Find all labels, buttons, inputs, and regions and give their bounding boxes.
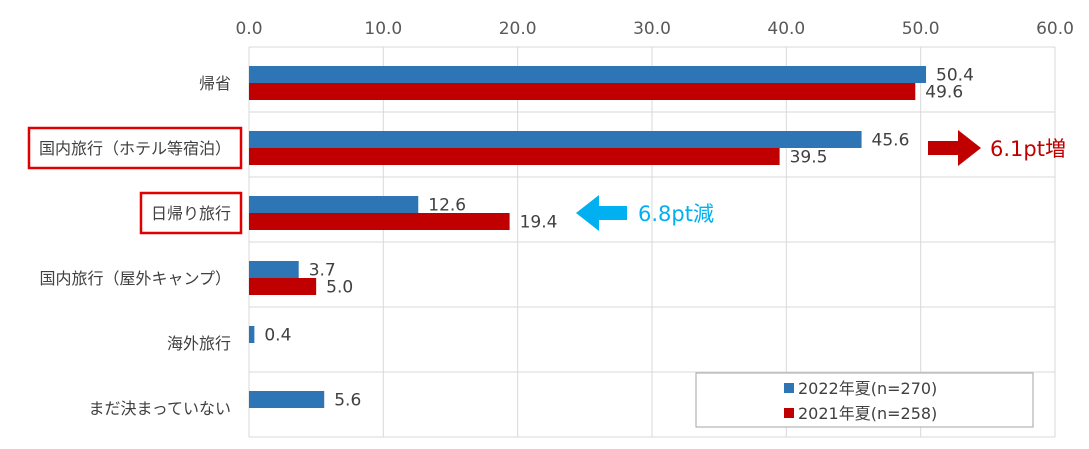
data-label: 39.5 xyxy=(790,148,828,168)
category-label: 国内旅行（ホテル等宿泊） xyxy=(39,139,231,158)
annotations: 6.1pt増 6.8pt減 xyxy=(576,130,1066,231)
left-arrow-icon xyxy=(576,195,627,231)
data-label: 5.6 xyxy=(334,391,361,411)
category-label: 帰省 xyxy=(199,74,231,93)
category-label: 日帰り旅行 xyxy=(151,204,231,223)
bar xyxy=(249,196,419,213)
data-label: 50.4 xyxy=(936,66,974,86)
x-tick-label: 40.0 xyxy=(767,19,805,39)
annotation-text: 6.1pt増 xyxy=(990,137,1066,161)
legend-swatch xyxy=(784,408,794,418)
data-label: 5.0 xyxy=(326,278,353,298)
legend-label: 2021年夏(n=258) xyxy=(798,404,937,423)
data-label: 12.6 xyxy=(428,196,466,216)
x-tick-label: 50.0 xyxy=(902,19,940,39)
x-tick-label: 0.0 xyxy=(235,19,262,39)
bar xyxy=(249,131,862,148)
data-label: 3.7 xyxy=(309,261,336,281)
category-label: まだ決まっていない xyxy=(88,399,231,418)
highlight-box xyxy=(139,191,243,235)
bar xyxy=(249,278,317,295)
legend: 2022年夏(n=270) 2021年夏(n=258) xyxy=(695,372,1034,428)
bar xyxy=(249,261,299,278)
data-label: 45.6 xyxy=(872,131,910,151)
data-labels: 50.4 45.6 12.6 3.7 0.4 5.6 49.6 39.5 19.4 5.0 xyxy=(264,66,974,411)
bar xyxy=(249,148,780,165)
right-arrow-icon xyxy=(928,130,981,166)
annotation-text: 6.8pt減 xyxy=(638,202,714,226)
data-label: 49.6 xyxy=(925,83,963,103)
bar xyxy=(249,66,927,83)
legend-swatch xyxy=(784,383,794,393)
legend-box xyxy=(695,372,1034,428)
data-label: 19.4 xyxy=(520,213,558,233)
bars xyxy=(249,66,927,408)
bar xyxy=(249,391,325,408)
category-label: 国内旅行（屋外キャンプ） xyxy=(39,269,231,288)
bar xyxy=(249,83,916,100)
bar xyxy=(249,326,255,343)
bar xyxy=(249,213,510,230)
x-axis-ticks: 0.0 10.0 20.0 30.0 40.0 50.0 60.0 xyxy=(235,19,1073,39)
x-tick-label: 20.0 xyxy=(499,19,537,39)
legend-label: 2022年夏(n=270) xyxy=(798,379,937,398)
data-label: 0.4 xyxy=(264,326,291,346)
x-tick-label: 10.0 xyxy=(364,19,402,39)
x-tick-label: 60.0 xyxy=(1036,19,1074,39)
gridlines xyxy=(248,46,1056,438)
highlight-box xyxy=(27,126,243,170)
x-tick-label: 30.0 xyxy=(633,19,671,39)
category-label: 海外旅行 xyxy=(167,334,231,353)
